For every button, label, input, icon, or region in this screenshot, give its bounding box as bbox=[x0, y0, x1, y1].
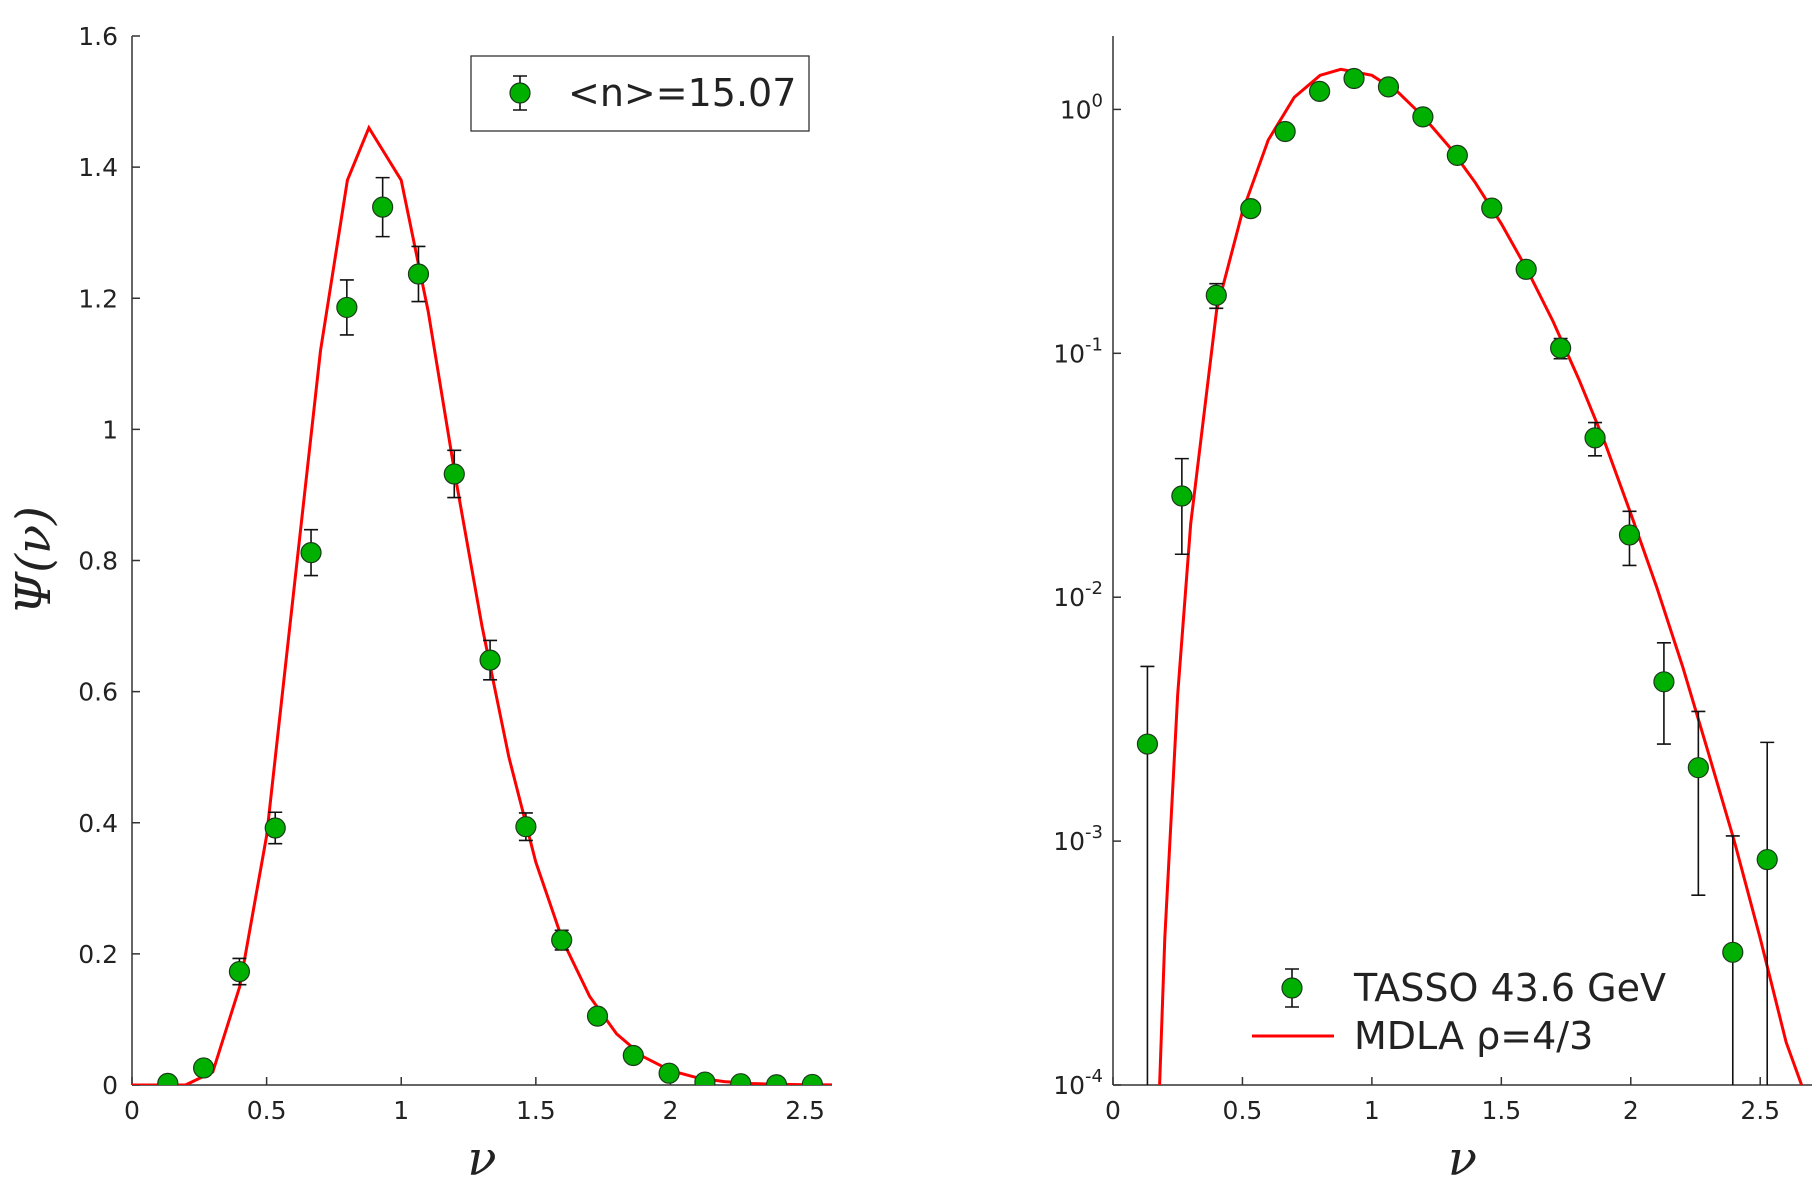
x-tick-label: 2.5 bbox=[785, 1096, 825, 1125]
y-tick-label: 0.2 bbox=[78, 940, 118, 969]
data-point bbox=[1687, 757, 1709, 779]
data-point bbox=[730, 1073, 752, 1085]
x-axis-label: ν bbox=[467, 1131, 496, 1187]
data-point bbox=[1240, 198, 1262, 220]
y-tick-label: 10-1 bbox=[1053, 334, 1103, 368]
plot-area bbox=[1136, 67, 1804, 1085]
data-point bbox=[1171, 485, 1193, 507]
legend-label: MDLA ρ=4/3 bbox=[1354, 1014, 1593, 1058]
data-point bbox=[300, 542, 322, 564]
error-bar bbox=[1760, 741, 1775, 1085]
x-tick-label: 0.5 bbox=[1223, 1096, 1263, 1125]
x-tick-label: 0 bbox=[124, 1096, 140, 1125]
data-point bbox=[407, 263, 430, 285]
x-tick-label: 2 bbox=[663, 1096, 679, 1125]
data-point bbox=[694, 1071, 716, 1085]
data-point bbox=[264, 817, 286, 839]
y-tick-label: 1.6 bbox=[78, 22, 118, 51]
y-tick-label: 10-4 bbox=[1053, 1066, 1103, 1100]
data-point bbox=[193, 1057, 215, 1079]
legend-label: <n>=15.07 bbox=[568, 71, 796, 115]
data-point bbox=[1446, 144, 1468, 166]
x-tick-label: 1.5 bbox=[1481, 1096, 1521, 1125]
data-point bbox=[1343, 67, 1365, 90]
y-tick-label: 10-3 bbox=[1053, 822, 1103, 856]
data-point bbox=[228, 960, 251, 983]
data-point bbox=[1550, 337, 1572, 359]
y-tick-label: 100 bbox=[1060, 90, 1103, 124]
data-point bbox=[479, 649, 501, 671]
data-point bbox=[1205, 284, 1227, 306]
x-axis-label: ν bbox=[1448, 1131, 1477, 1187]
plot-area bbox=[132, 124, 832, 1085]
y-tick-label: 1.2 bbox=[78, 284, 118, 313]
error-bar bbox=[1725, 835, 1740, 1085]
data-point bbox=[1136, 733, 1159, 755]
fit-curve bbox=[1158, 67, 1804, 1085]
y-tick-label: 10-2 bbox=[1053, 578, 1103, 612]
data-point bbox=[1653, 671, 1675, 693]
x-tick-label: 2 bbox=[1623, 1096, 1639, 1125]
error-bar bbox=[1656, 642, 1671, 745]
y-tick-label: 1.4 bbox=[78, 153, 118, 182]
x-tick-label: 0 bbox=[1105, 1096, 1121, 1125]
x-tick-label: 1 bbox=[393, 1096, 409, 1125]
y-tick-label: 0 bbox=[102, 1071, 118, 1100]
data-point bbox=[515, 816, 537, 838]
data-point bbox=[157, 1072, 179, 1085]
data-point bbox=[801, 1073, 823, 1085]
error-bar bbox=[1691, 710, 1706, 897]
y-tick-label: 0.6 bbox=[78, 678, 118, 707]
data-point bbox=[372, 196, 394, 218]
data-point bbox=[1722, 941, 1744, 963]
data-point bbox=[1377, 76, 1400, 98]
data-point bbox=[443, 463, 465, 485]
data-point bbox=[1756, 848, 1778, 871]
data-point bbox=[622, 1044, 644, 1067]
x-tick-label: 1 bbox=[1364, 1096, 1380, 1125]
data-point bbox=[1584, 427, 1606, 449]
data-point bbox=[336, 296, 358, 319]
x-tick-label: 0.5 bbox=[247, 1096, 287, 1125]
data-point bbox=[765, 1074, 788, 1085]
fit-curve bbox=[132, 124, 832, 1085]
y-tick-label: 1 bbox=[102, 415, 118, 444]
data-point bbox=[1308, 80, 1331, 102]
data-point bbox=[658, 1062, 680, 1084]
data-point bbox=[1274, 120, 1296, 143]
data-point bbox=[586, 1005, 609, 1027]
data-point bbox=[509, 82, 531, 104]
data-point bbox=[1618, 524, 1641, 546]
legend-label: TASSO 43.6 GeV bbox=[1353, 966, 1666, 1010]
x-tick-label: 2.5 bbox=[1740, 1096, 1780, 1125]
y-tick-label: 0.4 bbox=[78, 809, 118, 838]
y-tick-label: 0.8 bbox=[78, 547, 118, 576]
data-point bbox=[1281, 977, 1303, 999]
data-point bbox=[1412, 106, 1434, 128]
data-point bbox=[1481, 197, 1503, 219]
data-point bbox=[551, 929, 573, 951]
y-axis-label: Ψ(ν) bbox=[6, 506, 62, 615]
x-tick-label: 1.5 bbox=[516, 1096, 556, 1125]
data-point bbox=[1515, 258, 1537, 280]
